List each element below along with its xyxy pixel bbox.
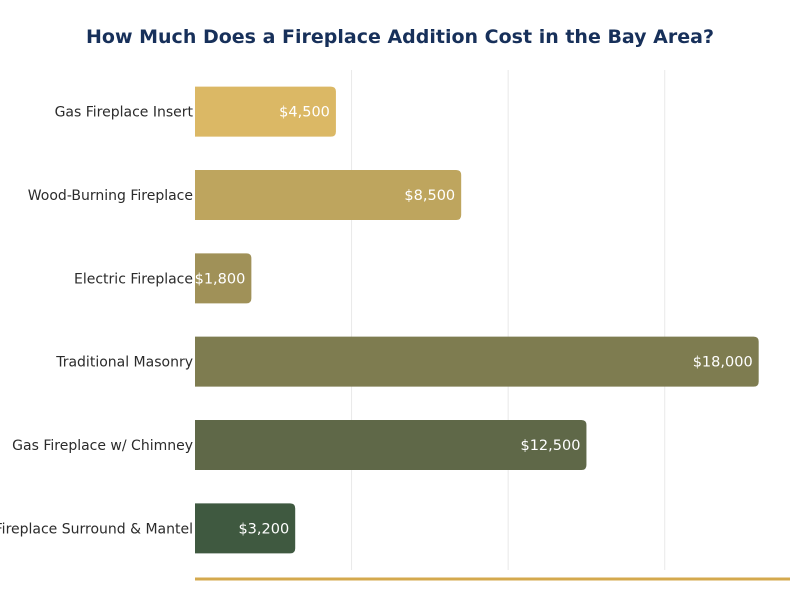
value-label-5: $3,200 [238,521,289,537]
bar-2 [195,253,252,304]
category-label-0: Gas Fireplace Insert [55,105,194,121]
category-label-5: Fireplace Surround & Mantel [0,521,193,537]
bar-0 [195,86,336,137]
value-label-2: $1,800 [195,271,246,287]
bar-3 [195,336,759,387]
bar-1 [195,170,462,220]
category-label-3: Traditional Masonry [55,355,193,371]
chart-title: How Much Does a Fireplace Addition Cost … [86,26,714,48]
value-label-1: $8,500 [404,188,455,204]
value-label-3: $18,000 [693,355,753,371]
gridlines [351,70,666,570]
bars: Gas Fireplace Insert $4,500 Wood-Burning F… [0,86,759,554]
category-label-4: Gas Fireplace w/ Chimney [12,438,193,454]
bar-5 [195,503,296,554]
category-label-2: Electric Fireplace [74,271,193,287]
category-label-1: Wood-Burning Fireplace [28,188,193,204]
value-label-4: $12,500 [520,438,580,454]
value-label-0: $4,500 [279,105,330,121]
bar-4 [195,420,587,470]
